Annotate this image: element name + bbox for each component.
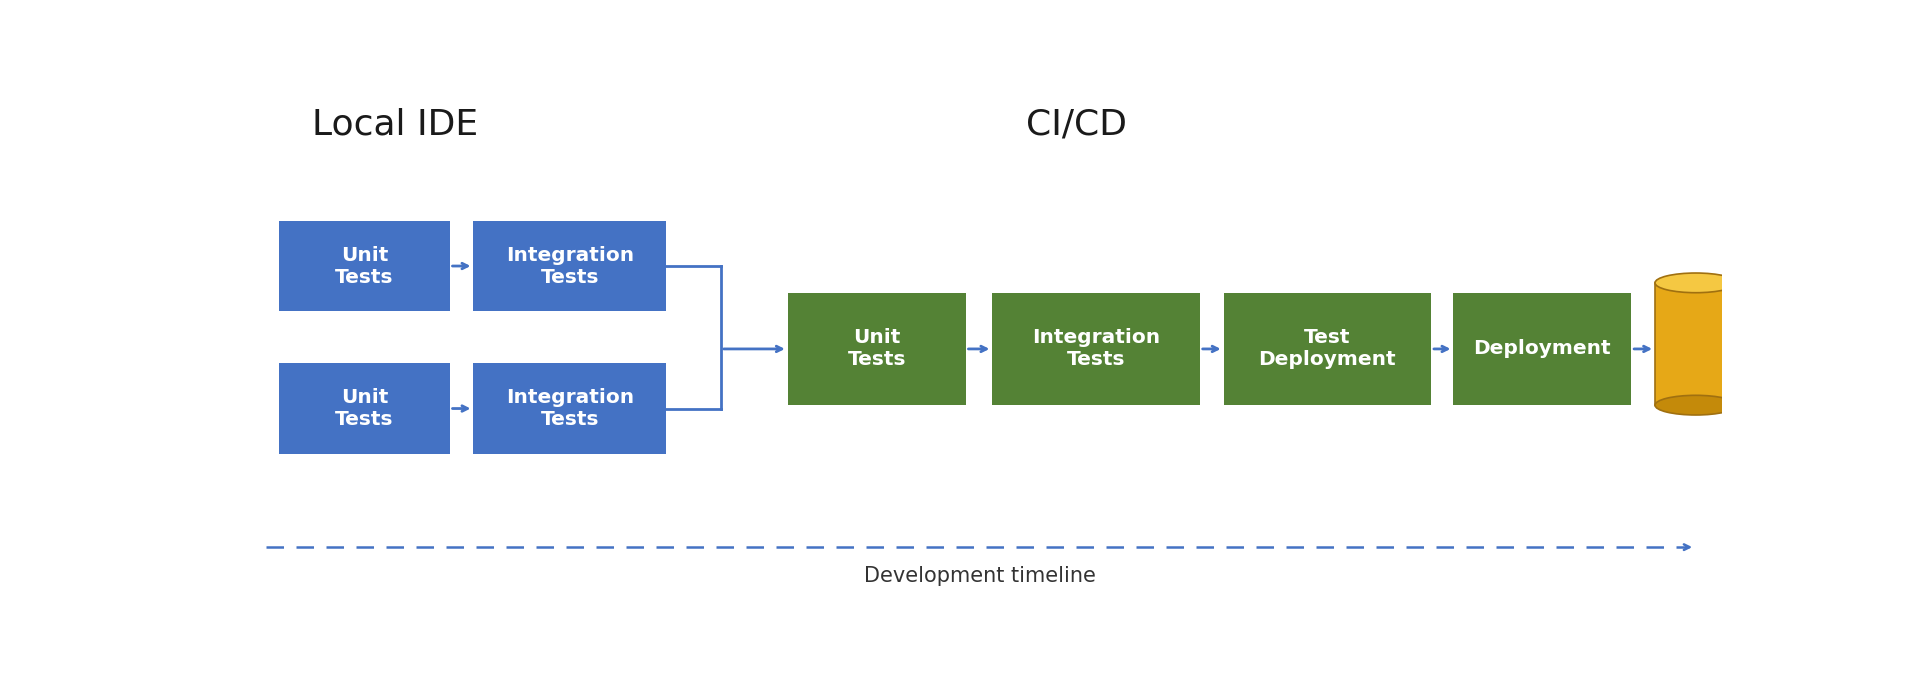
FancyBboxPatch shape (279, 221, 450, 312)
Text: Local IDE: Local IDE (312, 108, 478, 142)
FancyBboxPatch shape (473, 221, 666, 312)
Ellipse shape (1655, 273, 1737, 293)
Bar (1655, 283, 1737, 405)
FancyBboxPatch shape (1454, 293, 1632, 404)
FancyBboxPatch shape (279, 363, 450, 454)
Text: Integration
Tests: Integration Tests (505, 246, 633, 287)
Text: Deployment: Deployment (1473, 339, 1611, 359)
Text: Integration
Tests: Integration Tests (505, 388, 633, 429)
Text: Unit
Tests: Unit Tests (335, 388, 394, 429)
Text: Integration
Tests: Integration Tests (1031, 328, 1159, 369)
Text: Unit
Tests: Unit Tests (335, 246, 394, 287)
FancyBboxPatch shape (1224, 293, 1431, 404)
Text: Unit
Tests: Unit Tests (847, 328, 907, 369)
FancyBboxPatch shape (788, 293, 966, 404)
Text: Test
Deployment: Test Deployment (1259, 328, 1396, 369)
FancyBboxPatch shape (993, 293, 1199, 404)
Ellipse shape (1655, 395, 1737, 415)
FancyBboxPatch shape (473, 363, 666, 454)
Text: Development timeline: Development timeline (865, 565, 1096, 586)
Text: CI/CD: CI/CD (1025, 108, 1127, 142)
